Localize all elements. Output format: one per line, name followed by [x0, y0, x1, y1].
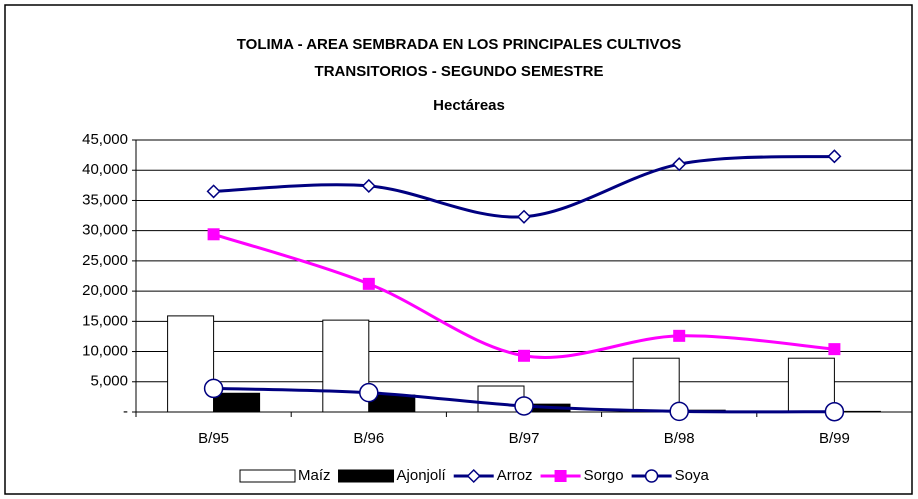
bar: [787, 357, 835, 413]
marker: [361, 178, 376, 193]
legend-marker: [554, 470, 567, 482]
legend-label: Soya: [675, 467, 710, 484]
y-tick-label: 20,000: [82, 282, 128, 299]
bar: [213, 392, 261, 413]
marker: [673, 329, 686, 342]
marker: [206, 184, 221, 199]
x-tick-label: B/99: [819, 430, 850, 447]
marker: [514, 396, 534, 416]
marker: [362, 277, 375, 290]
legend-swatch: [239, 469, 296, 483]
marker: [828, 343, 841, 356]
marker: [518, 349, 530, 362]
x-tick-label: B/95: [198, 430, 229, 447]
x-tick-label: B/97: [509, 430, 540, 447]
marker: [359, 382, 379, 403]
marker: [824, 401, 845, 422]
marker: [516, 209, 532, 224]
chart-title: TOLIMA - AREA SEMBRADA EN LOS PRINCIPALE…: [237, 36, 681, 53]
y-tick-label: -: [123, 403, 128, 420]
y-label: Hectáreas: [433, 97, 505, 114]
bar: [167, 315, 215, 413]
y-tick-label: 5,000: [90, 373, 128, 390]
y-tick-label: 45,000: [82, 131, 128, 148]
y-tick-label: 40,000: [82, 161, 128, 178]
legend-swatch: [338, 469, 395, 483]
legend-label: Maíz: [298, 467, 331, 484]
legend-label: Sorgo: [584, 467, 624, 484]
marker: [669, 401, 689, 422]
legend-label: Arroz: [497, 467, 533, 484]
x-tick-label: B/98: [664, 430, 695, 447]
y-tick-label: 30,000: [82, 222, 128, 239]
y-tick-label: 35,000: [82, 191, 128, 208]
marker: [672, 157, 687, 172]
bar: [632, 357, 680, 413]
y-tick-label: 10,000: [82, 343, 128, 360]
marker: [827, 149, 842, 164]
chart-subtitle: TRANSITORIOS - SEGUNDO SEMESTRE: [315, 63, 604, 80]
marker: [207, 228, 220, 241]
x-tick-label: B/96: [353, 430, 384, 447]
y-tick-label: 25,000: [82, 252, 128, 269]
marker: [203, 378, 224, 399]
legend-label: Ajonjolí: [397, 467, 447, 484]
legend-marker: [466, 468, 481, 484]
legend-marker: [644, 469, 659, 483]
y-tick-label: 15,000: [82, 312, 128, 329]
